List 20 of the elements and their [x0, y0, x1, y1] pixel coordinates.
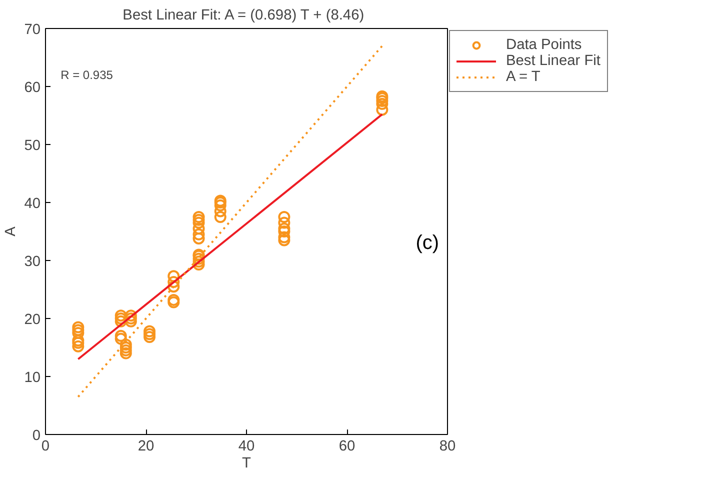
legend-label: A = T: [506, 69, 540, 85]
y-axis-title: A: [3, 226, 20, 236]
chart-title: Best Linear Fit: A = (0.698) T + (8.46): [122, 8, 364, 24]
y-tick-label: 10: [24, 370, 41, 386]
annotation: (c): [416, 232, 440, 254]
legend-label: Data Points: [506, 37, 582, 53]
y-tick-label: 0: [32, 428, 41, 444]
x-axis-title: T: [242, 456, 252, 472]
annotation: R = 0.935: [60, 68, 114, 82]
y-tick-label: 40: [24, 196, 41, 212]
x-tick-label: 60: [338, 438, 356, 454]
y-tick-label: 30: [24, 254, 41, 270]
y-tick-label: 50: [24, 138, 41, 154]
legend-label: Best Linear Fit: [506, 53, 600, 69]
y-tick-label: 70: [24, 22, 41, 38]
y-tick-label: 60: [24, 80, 41, 96]
x-tick-label: 40: [238, 438, 255, 454]
y-tick-label: 20: [24, 312, 41, 328]
x-tick-label: 20: [138, 438, 154, 454]
x-tick-label: 80: [439, 438, 456, 454]
